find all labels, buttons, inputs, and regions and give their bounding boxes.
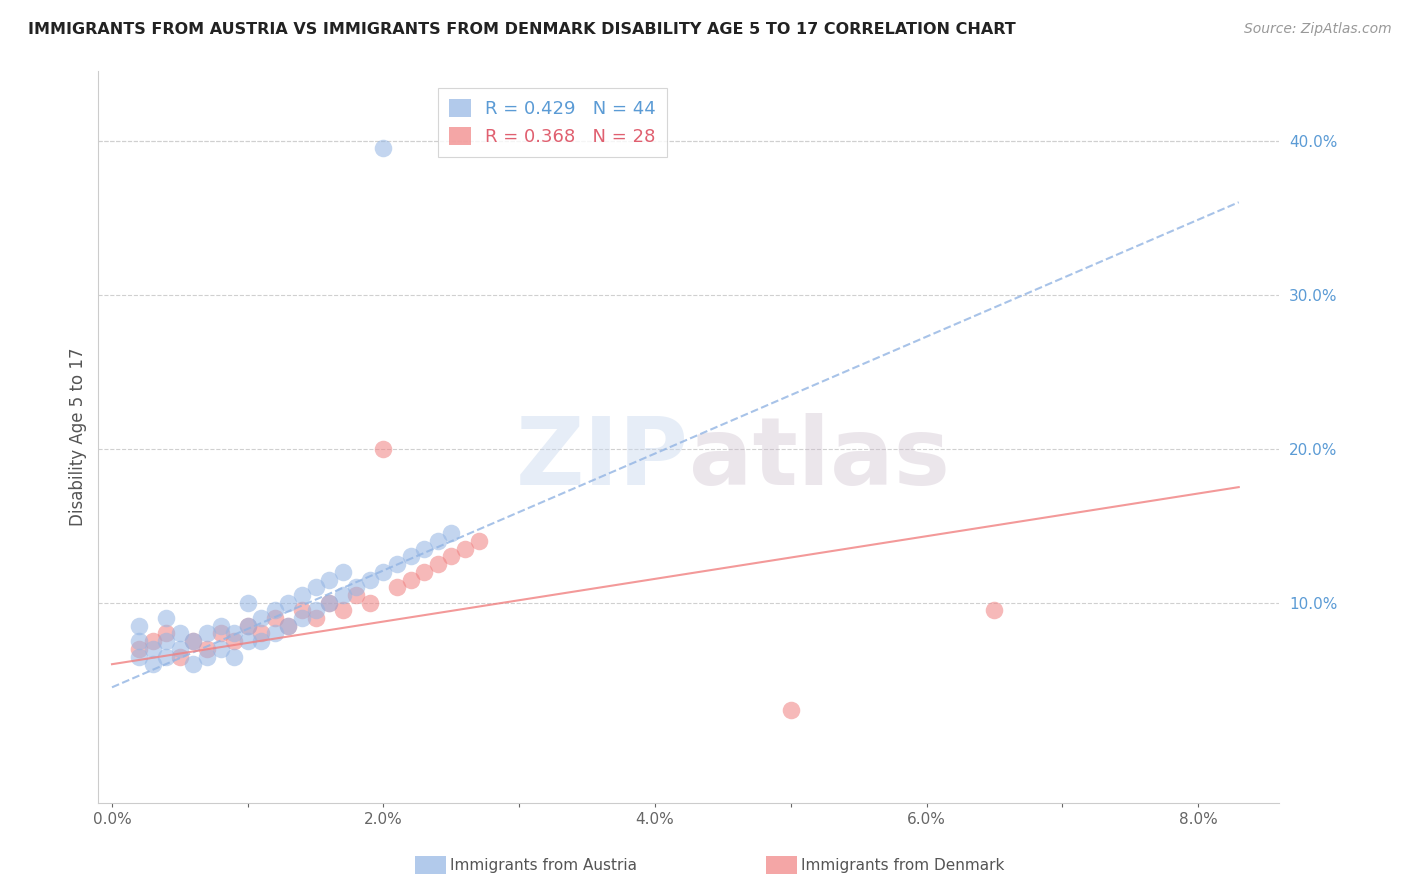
Point (373, 442, 395, 456)
Point (169, 641, 191, 656)
Point (385, 557, 408, 571)
Point (155, 634, 177, 648)
Point (373, 141, 395, 155)
Point (209, 641, 232, 656)
Point (128, 618, 150, 632)
Text: Immigrants from Denmark: Immigrants from Denmark (801, 858, 1005, 872)
Point (318, 596, 340, 610)
Point (183, 634, 205, 648)
Point (291, 588, 314, 602)
Text: atlas: atlas (689, 413, 950, 505)
Point (250, 634, 273, 648)
Point (195, 641, 218, 656)
Point (332, 565, 354, 579)
Point (440, 549, 463, 564)
Text: IMMIGRANTS FROM AUSTRIA VS IMMIGRANTS FROM DENMARK DISABILITY AGE 5 TO 17 CORREL: IMMIGRANTS FROM AUSTRIA VS IMMIGRANTS FR… (28, 22, 1017, 37)
Point (318, 573, 340, 587)
Point (373, 565, 395, 579)
Point (224, 626, 246, 640)
Point (224, 649, 246, 664)
Point (304, 580, 326, 594)
Point (277, 618, 299, 632)
Point (142, 641, 165, 656)
Point (413, 565, 436, 579)
Point (332, 588, 354, 602)
Point (454, 541, 477, 556)
Point (236, 618, 259, 632)
Point (169, 649, 191, 664)
Point (128, 641, 150, 656)
Point (209, 618, 232, 632)
Y-axis label: Disability Age 5 to 17: Disability Age 5 to 17 (69, 348, 87, 526)
Point (128, 634, 150, 648)
Point (413, 541, 436, 556)
Point (291, 611, 314, 625)
Point (318, 596, 340, 610)
Point (236, 596, 259, 610)
Point (277, 618, 299, 632)
Point (291, 603, 314, 617)
Point (155, 611, 177, 625)
Point (250, 611, 273, 625)
Point (155, 626, 177, 640)
Point (344, 588, 367, 602)
Point (264, 611, 287, 625)
Point (359, 573, 381, 587)
Point (169, 626, 191, 640)
Point (209, 626, 232, 640)
Point (440, 526, 463, 541)
Text: ZIP: ZIP (516, 413, 689, 505)
Point (264, 626, 287, 640)
Point (277, 596, 299, 610)
Point (236, 634, 259, 648)
Point (385, 580, 408, 594)
Point (426, 557, 449, 571)
Point (142, 657, 165, 672)
Text: Source: ZipAtlas.com: Source: ZipAtlas.com (1244, 22, 1392, 37)
Text: Immigrants from Austria: Immigrants from Austria (450, 858, 637, 872)
Point (183, 634, 205, 648)
Point (304, 603, 326, 617)
Point (983, 603, 1005, 617)
Point (128, 649, 150, 664)
Point (359, 596, 381, 610)
Point (399, 549, 422, 564)
Point (195, 626, 218, 640)
Point (399, 573, 422, 587)
Point (142, 634, 165, 648)
Point (332, 603, 354, 617)
Point (195, 649, 218, 664)
Point (344, 580, 367, 594)
Point (183, 657, 205, 672)
Legend: R = 0.429   N = 44, R = 0.368   N = 28: R = 0.429 N = 44, R = 0.368 N = 28 (439, 87, 666, 157)
Point (224, 634, 246, 648)
Point (236, 618, 259, 632)
Point (426, 534, 449, 549)
Point (264, 603, 287, 617)
Point (250, 626, 273, 640)
Point (155, 649, 177, 664)
Point (304, 611, 326, 625)
Point (467, 534, 489, 549)
Point (779, 703, 801, 717)
